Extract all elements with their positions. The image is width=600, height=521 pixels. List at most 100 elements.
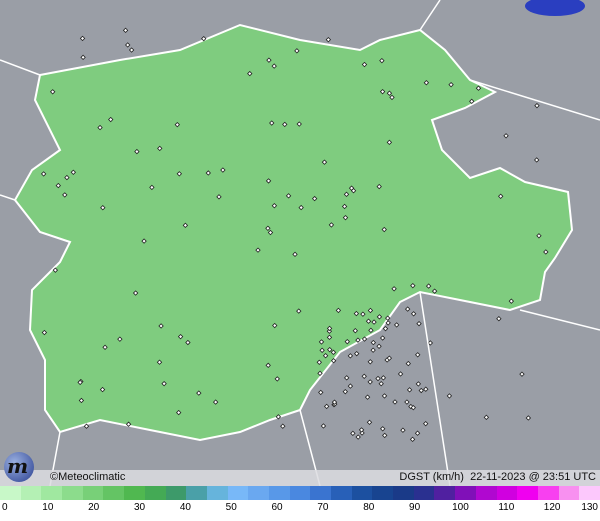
- station-marker: [322, 353, 329, 359]
- station-marker: [536, 233, 542, 239]
- scale-tick: 90: [409, 502, 421, 513]
- station-marker: [40, 171, 47, 177]
- station-marker: [386, 355, 393, 361]
- scale-tick: 110: [498, 502, 515, 513]
- scale-tick: 20: [88, 502, 100, 513]
- station-marker: [475, 85, 482, 91]
- station-marker: [341, 203, 348, 210]
- station-marker: [266, 57, 272, 63]
- station-marker: [141, 238, 147, 244]
- station-marker: [448, 81, 454, 88]
- station-marker: [247, 70, 253, 77]
- scale-swatch: [186, 486, 207, 500]
- station-marker: [405, 360, 411, 367]
- scale-swatch: [475, 486, 497, 500]
- station-marker: [379, 57, 385, 64]
- station-marker: [342, 214, 349, 221]
- scale-tick: 70: [317, 502, 329, 513]
- station-marker: [344, 375, 350, 381]
- scale-swatch: [310, 486, 331, 500]
- station-marker: [292, 251, 298, 258]
- station-marker: [416, 320, 422, 327]
- station-marker: [423, 420, 429, 427]
- station-marker: [117, 336, 123, 342]
- station-marker: [382, 325, 389, 332]
- station-marker: [149, 184, 155, 191]
- station-marker: [296, 308, 302, 314]
- station-marker: [391, 286, 397, 292]
- station-marker: [62, 192, 68, 198]
- station-marker: [269, 120, 275, 126]
- station-marker: [361, 61, 368, 68]
- station-marker: [380, 426, 386, 432]
- scale-swatch: [558, 486, 580, 500]
- station-marker: [331, 399, 338, 405]
- station-marker: [415, 352, 421, 358]
- station-marker: [319, 347, 325, 353]
- station-marker: [323, 403, 330, 410]
- station-marker: [385, 315, 391, 321]
- station-marker: [78, 397, 85, 404]
- station-marker: [375, 375, 381, 382]
- station-marker: [272, 322, 278, 329]
- station-marker: [326, 334, 333, 341]
- station-marker: [41, 329, 48, 336]
- scale-tick: 30: [133, 502, 146, 513]
- station-marker: [201, 35, 207, 42]
- station-marker: [275, 414, 282, 420]
- station-marker: [347, 353, 354, 359]
- map-title: DGST (km/h) 22-11-2023 @ 23:51 UTC: [399, 471, 596, 483]
- scale-swatch: [0, 486, 21, 500]
- station-markers: [40, 27, 549, 443]
- station-marker: [379, 335, 386, 341]
- scale-swatch: [62, 486, 83, 500]
- station-marker: [431, 288, 438, 294]
- station-marker: [385, 320, 391, 326]
- station-marker: [348, 185, 355, 191]
- station-marker: [196, 390, 202, 396]
- station-marker: [99, 386, 106, 393]
- station-marker: [519, 371, 525, 377]
- station-marker: [182, 222, 189, 229]
- station-marker: [355, 434, 361, 440]
- station-marker: [386, 139, 393, 146]
- station-marker: [134, 148, 140, 155]
- station-marker: [409, 436, 416, 443]
- station-marker: [294, 48, 300, 54]
- scale-swatch: [579, 486, 600, 500]
- scale-swatch: [248, 486, 269, 500]
- station-marker: [381, 393, 388, 399]
- station-marker: [376, 343, 382, 349]
- station-marker: [343, 191, 350, 198]
- station-marker: [389, 94, 395, 101]
- station-marker: [330, 358, 337, 364]
- scale-tick: 80: [363, 502, 375, 513]
- station-marker: [296, 121, 302, 127]
- scale-swatch: [413, 486, 435, 500]
- station-marker: [320, 423, 327, 429]
- station-marker: [427, 340, 434, 346]
- station-marker: [423, 80, 430, 86]
- station-marker: [132, 290, 139, 296]
- station-marker: [282, 121, 288, 128]
- station-marker: [483, 414, 490, 421]
- scale-swatch: [41, 486, 63, 500]
- station-marker: [342, 388, 348, 395]
- station-marker: [265, 362, 271, 369]
- station-marker: [382, 432, 388, 439]
- station-marker: [176, 409, 182, 416]
- scale-swatch: [289, 486, 311, 500]
- station-marker: [77, 379, 83, 386]
- station-marker: [508, 298, 515, 304]
- station-marker: [386, 90, 393, 96]
- scale-swatch: [537, 486, 559, 500]
- station-marker: [285, 193, 292, 199]
- scale-swatch: [20, 486, 42, 500]
- station-marker: [311, 195, 318, 202]
- station-marker: [361, 373, 367, 379]
- scale-swatch: [124, 486, 145, 500]
- scale-swatch: [351, 486, 373, 500]
- scale-tick: 130: [581, 502, 598, 513]
- datetime: 22-11-2023 @ 23:51 UTC: [470, 471, 596, 483]
- station-marker: [393, 322, 400, 328]
